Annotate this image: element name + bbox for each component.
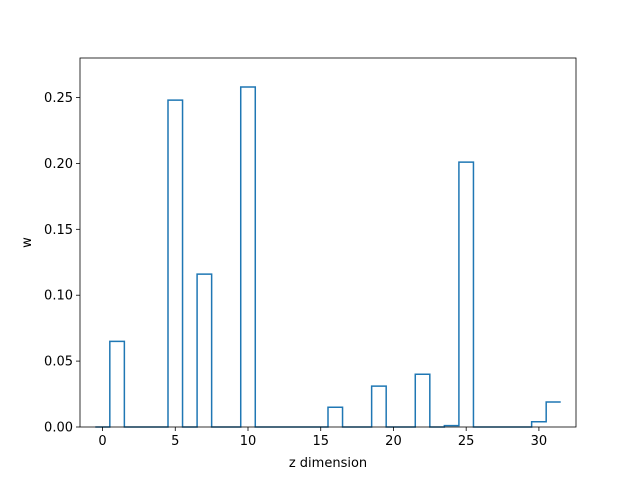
y-tick-label: 0.10 (44, 289, 73, 304)
plot-area: 0 5 10 15 20 25 30 0.00 0.05 0.10 0.15 0.20 0.25 (44, 57, 577, 449)
x-tick-label: 20 (385, 434, 402, 449)
x-tick-label: 10 (240, 434, 257, 449)
x-tick-label: 5 (171, 434, 179, 449)
series-step-line (95, 86, 561, 428)
y-axis-label: w (20, 237, 35, 248)
y-tick-label: 0.05 (44, 355, 73, 370)
x-tick-label: 0 (98, 434, 106, 449)
y-tick-label: 0.15 (44, 223, 73, 238)
y-tick-label: 0.25 (44, 91, 73, 106)
x-tick-label: 30 (531, 434, 548, 449)
x-axis-label: z dimension (289, 456, 367, 471)
y-tick-label: 0.00 (44, 421, 73, 436)
x-tick-label: 25 (458, 434, 475, 449)
axes-frame (79, 57, 577, 428)
y-tick-label: 0.20 (44, 157, 73, 172)
x-tick-label: 15 (312, 434, 329, 449)
